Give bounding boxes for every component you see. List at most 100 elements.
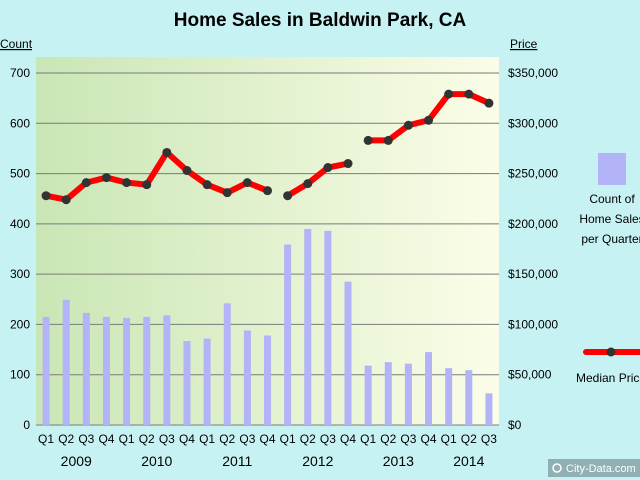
x-axis-ticks: Q1 Q2 Q3 Q4 Q1 Q2 Q3 Q4 Q1 Q2 Q3 Q4 Q1 Q2 Q3 Q4 Q1 Q2 Q3 Q4…: [38, 432, 497, 446]
bar: [284, 244, 292, 425]
bar: [304, 228, 312, 425]
bar: [384, 362, 392, 425]
x-tick-label: Q2: [139, 432, 155, 446]
line-series: [41, 89, 494, 205]
x-tick-label: Q3: [78, 432, 94, 446]
legend-line-marker: [606, 347, 616, 357]
median-price-point: [122, 178, 132, 188]
bar: [62, 299, 70, 425]
median-price-point: [142, 180, 152, 190]
median-price-point: [162, 147, 172, 157]
median-price-point: [323, 163, 333, 173]
bar: [404, 363, 412, 425]
x-tick-label: Q1: [199, 432, 215, 446]
x-tick-label: Q3: [481, 432, 497, 446]
x-tick-label: Q4: [98, 432, 114, 446]
legend-bar-label: Count of: [589, 192, 635, 206]
bar: [425, 352, 433, 425]
median-price-point: [101, 173, 111, 183]
bar: [243, 330, 251, 425]
right-axis-ticks: $0 $50,000 $100,000 $150,000 $200,000 $250,00…: [508, 66, 558, 432]
median-price-point: [202, 180, 212, 190]
bar: [324, 230, 332, 425]
bar: [183, 341, 191, 425]
median-price-point: [61, 195, 71, 205]
median-price-point: [303, 179, 313, 189]
x-tick-label: Q2: [461, 432, 477, 446]
median-price-point: [403, 120, 413, 130]
year-label: 2014: [453, 453, 484, 469]
median-price-point: [263, 186, 272, 196]
left-tick-label: 700: [10, 66, 30, 80]
watermark-text: City-Data.com: [566, 463, 636, 475]
left-tick-label: 300: [10, 267, 30, 281]
bar: [82, 312, 90, 425]
bar: [203, 338, 211, 425]
year-label: 2013: [383, 453, 414, 469]
x-tick-label: Q4: [340, 432, 356, 446]
median-price-point: [444, 89, 454, 99]
x-tick-label: Q2: [300, 432, 316, 446]
legend-bar-label: per Quarter: [581, 232, 640, 246]
legend-bar-swatch: [598, 153, 626, 185]
left-tick-label: 500: [10, 167, 30, 181]
bar: [102, 316, 110, 425]
median-price-point: [464, 89, 474, 99]
legend: Count of Home Sales per Quarter Median Pric…: [576, 153, 640, 385]
bar: [264, 335, 271, 425]
left-tick-label: 200: [10, 317, 30, 331]
bar-series: [42, 228, 493, 425]
left-axis-title: Count: [0, 37, 33, 51]
bar: [223, 303, 231, 425]
x-tick-label: Q3: [320, 432, 336, 446]
x-tick-label: Q2: [380, 432, 396, 446]
x-tick-label: Q1: [119, 432, 135, 446]
left-tick-label: 600: [10, 116, 30, 130]
x-tick-label: Q1: [360, 432, 376, 446]
right-tick-label: $50,000: [508, 368, 552, 382]
median-price-point: [484, 98, 494, 108]
x-tick-label: Q2: [58, 432, 74, 446]
x-tick-label: Q3: [400, 432, 416, 446]
x-tick-label: Q4: [259, 432, 275, 446]
median-price-point: [182, 166, 192, 176]
median-price-line: [284, 160, 352, 199]
year-labels: 2009 2010 2011 2012 2013 2014: [61, 453, 485, 469]
year-label: 2009: [61, 453, 92, 469]
bar: [123, 317, 131, 425]
left-tick-label: 100: [10, 368, 30, 382]
median-price-point: [343, 159, 353, 169]
left-axis-ticks: 0 100 200 300 400 500 600 700: [10, 66, 30, 432]
x-tick-label: Q4: [421, 432, 437, 446]
bar: [344, 281, 352, 425]
x-tick-label: Q1: [441, 432, 457, 446]
x-tick-label: Q4: [179, 432, 195, 446]
year-label: 2012: [302, 453, 333, 469]
legend-bar-label: Home Sales: [579, 212, 640, 226]
left-tick-label: 400: [10, 217, 30, 231]
bar: [445, 368, 453, 425]
watermark: City-Data.com: [548, 459, 640, 477]
legend-line-label: Median Price: [576, 371, 640, 385]
median-price-point: [81, 178, 91, 188]
median-price-point: [383, 135, 393, 145]
x-tick-label: Q1: [38, 432, 54, 446]
median-price-point: [283, 191, 293, 201]
year-label: 2010: [141, 453, 172, 469]
right-tick-label: $150,000: [508, 267, 558, 281]
x-tick-label: Q3: [159, 432, 175, 446]
right-tick-label: $100,000: [508, 317, 558, 331]
x-tick-label: Q3: [239, 432, 255, 446]
right-tick-label: $200,000: [508, 217, 558, 231]
median-price-point: [222, 188, 232, 198]
right-tick-label: $250,000: [508, 167, 558, 181]
bar: [465, 370, 473, 425]
right-tick-label: $0: [508, 418, 522, 432]
median-price-point: [41, 191, 51, 201]
year-label: 2011: [222, 453, 252, 469]
bar: [485, 393, 493, 425]
chart-title: Home Sales in Baldwin Park, CA: [174, 10, 467, 31]
right-tick-label: $300,000: [508, 116, 558, 130]
median-price-point: [424, 115, 434, 125]
